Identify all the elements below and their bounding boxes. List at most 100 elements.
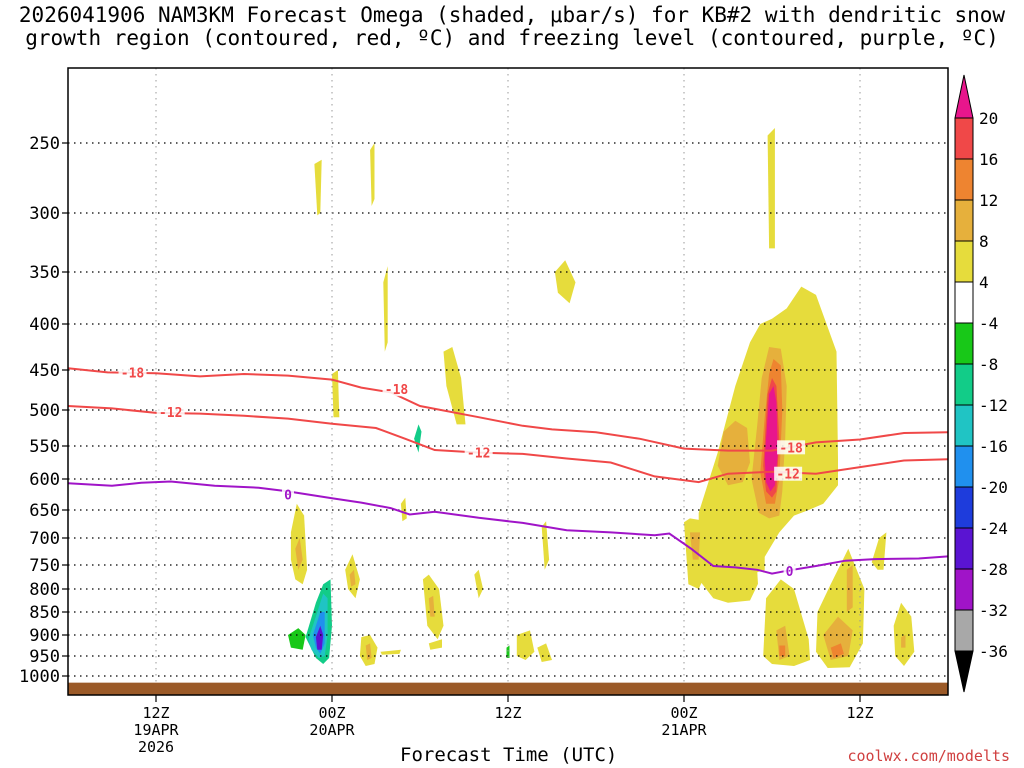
omega-shade-2-12 [506,645,510,658]
colorbar-label-1: 16 [979,150,998,169]
contour-layer: -18 -18 -18 -12 -12 -12 0 0 [68,365,948,580]
colorbar-label-13: -36 [979,642,1008,661]
colorbar-label-5: -4 [979,314,998,333]
contour-label-bg-0-0 [118,365,147,380]
contour-label-1-0: -12 [159,406,182,421]
ground-strip [68,682,948,695]
omega-shading-layer [214,68,915,668]
y-tick-label-950: 950 [29,647,60,667]
colorbar-under-triangle [954,650,974,693]
omega-shade-1-0 [763,579,811,666]
y-tick-label-850: 850 [29,603,60,623]
contour-label-1-2: -12 [776,468,799,483]
contour-label-bg-1-2 [774,466,803,481]
colorbar-label-8: -16 [979,437,1008,456]
x-tick-label-42-1: 21APR [661,721,707,739]
omega-shade-2-14 [378,548,388,608]
omega-shade-2-15 [214,455,220,486]
credit-text[interactable]: coolwx.com/modelts [847,747,1010,765]
omega-shade-2-16 [757,569,765,599]
x-axis-title: Forecast Time (UTC) [400,744,618,766]
ground-layer [68,682,948,695]
omega-shade-3-15 [365,643,372,660]
contour-label-2-0: 0 [284,489,292,504]
colorbar-label-12: -32 [979,601,1008,620]
contour-label-bg-2-1 [783,563,796,578]
omega-shade-0-8 [767,128,775,249]
omega-shade-1-6 [846,565,853,612]
y-tick-label-650: 650 [29,501,60,521]
omega-shade-2-7 [409,370,426,479]
omega-shade-3-7 [295,538,303,570]
colorbar-bin-8 [954,404,974,447]
omega-shade-1-7 [871,532,887,570]
y-tick-label-1000: 1000 [19,667,60,687]
colorbar-label-0: 20 [979,109,998,128]
omega-shade-2-2 [288,628,306,650]
x-tick-label-30-0: 12Z [494,704,521,722]
contour-line-2 [68,480,948,575]
y-tick-label-600: 600 [29,470,60,490]
x-tick-label-18-1: 20APR [309,721,355,739]
y-tick-label-800: 800 [29,580,60,600]
omega-shade-2-8 [414,424,422,453]
contour-label-bg-1-0 [156,405,185,420]
contour-label-bg-0-2 [777,440,806,455]
y-tick-label-700: 700 [29,529,60,549]
omega-shade-3-11 [428,595,435,617]
omega-shade-3-12 [474,569,484,599]
contour-label-0-1: -18 [385,383,409,398]
omega-shade-2-0 [293,68,306,164]
colorbar-bin-13 [954,609,974,652]
omega-shade-1-8 [893,602,915,666]
colorbar-bin-10 [954,486,974,529]
x-tick-label-6-1: 19APR [133,721,179,739]
colorbar-bin-1 [954,117,974,160]
omega-shade-3-16 [380,649,401,655]
colorbar: 20 16 12 8 4 -4 -8 -12 -16 -20 -24 -28 -32 -36 [954,74,1008,693]
omega-shade-3-18 [516,630,535,660]
y-tick-label-350: 350 [29,263,60,283]
colorbar-label-4: 4 [979,273,989,292]
colorbar-bin-2 [954,158,974,201]
x-tick-label-54-0: 12Z [846,704,873,722]
contour-label-0-0: -18 [121,366,145,381]
colorbar-over-triangle [954,74,974,119]
contour-label-bg-2-0 [282,487,294,502]
omega-shade-3-9 [349,569,356,587]
omega-shade-3-3 [554,260,576,304]
omega-shade-1-5 [830,643,844,658]
title-line-2: growth region (contoured, red, ºC) and f… [25,26,999,50]
contour-label-2-1: 0 [786,565,794,580]
x-tick-label-18-0: 00Z [318,704,345,722]
omega-shade-1-2 [779,645,786,656]
omega-shade-3-0 [314,159,322,216]
colorbar-bin-6 [954,322,974,365]
omega-shade-3-1 [370,143,375,206]
colorbar-label-7: -12 [979,396,1008,415]
colorbar-bin-11 [954,527,974,570]
colorbar-bin-12 [954,568,974,611]
colorbar-label-3: 8 [979,232,989,251]
colorbar-bin-7 [954,363,974,406]
title-line-1: 2026041906 NAM3KM Forecast Omega (shaded… [18,3,1006,27]
x-tick-label-6-2: 2026 [138,738,174,756]
omega-shade-2-9 [444,438,463,527]
x-tick-label-42-0: 00Z [670,704,697,722]
omega-shade-1-9 [901,635,906,648]
colorbar-bin-3 [954,199,974,242]
contour-label-bg-1-1 [464,445,493,460]
colorbar-bin-9 [954,445,974,488]
y-tick-label-500: 500 [29,401,60,421]
colorbar-label-2: 12 [979,191,998,210]
colorbar-label-10: -24 [979,519,1008,538]
omega-shade-3-4 [443,347,466,425]
y-tick-label-450: 450 [29,361,60,381]
omega-shade-3-2 [383,266,388,352]
omega-shade-3-19 [537,643,552,662]
omega-shade-2-6 [315,625,324,650]
y-axis: 250 300 350 400 450 500 550 600 650 700 750 800 850 9… [19,134,68,687]
omega-shade-0-5 [764,386,778,492]
chart-title: 2026041906 NAM3KM Forecast Omega (shaded… [0,4,1024,50]
y-tick-label-550: 550 [29,437,60,457]
